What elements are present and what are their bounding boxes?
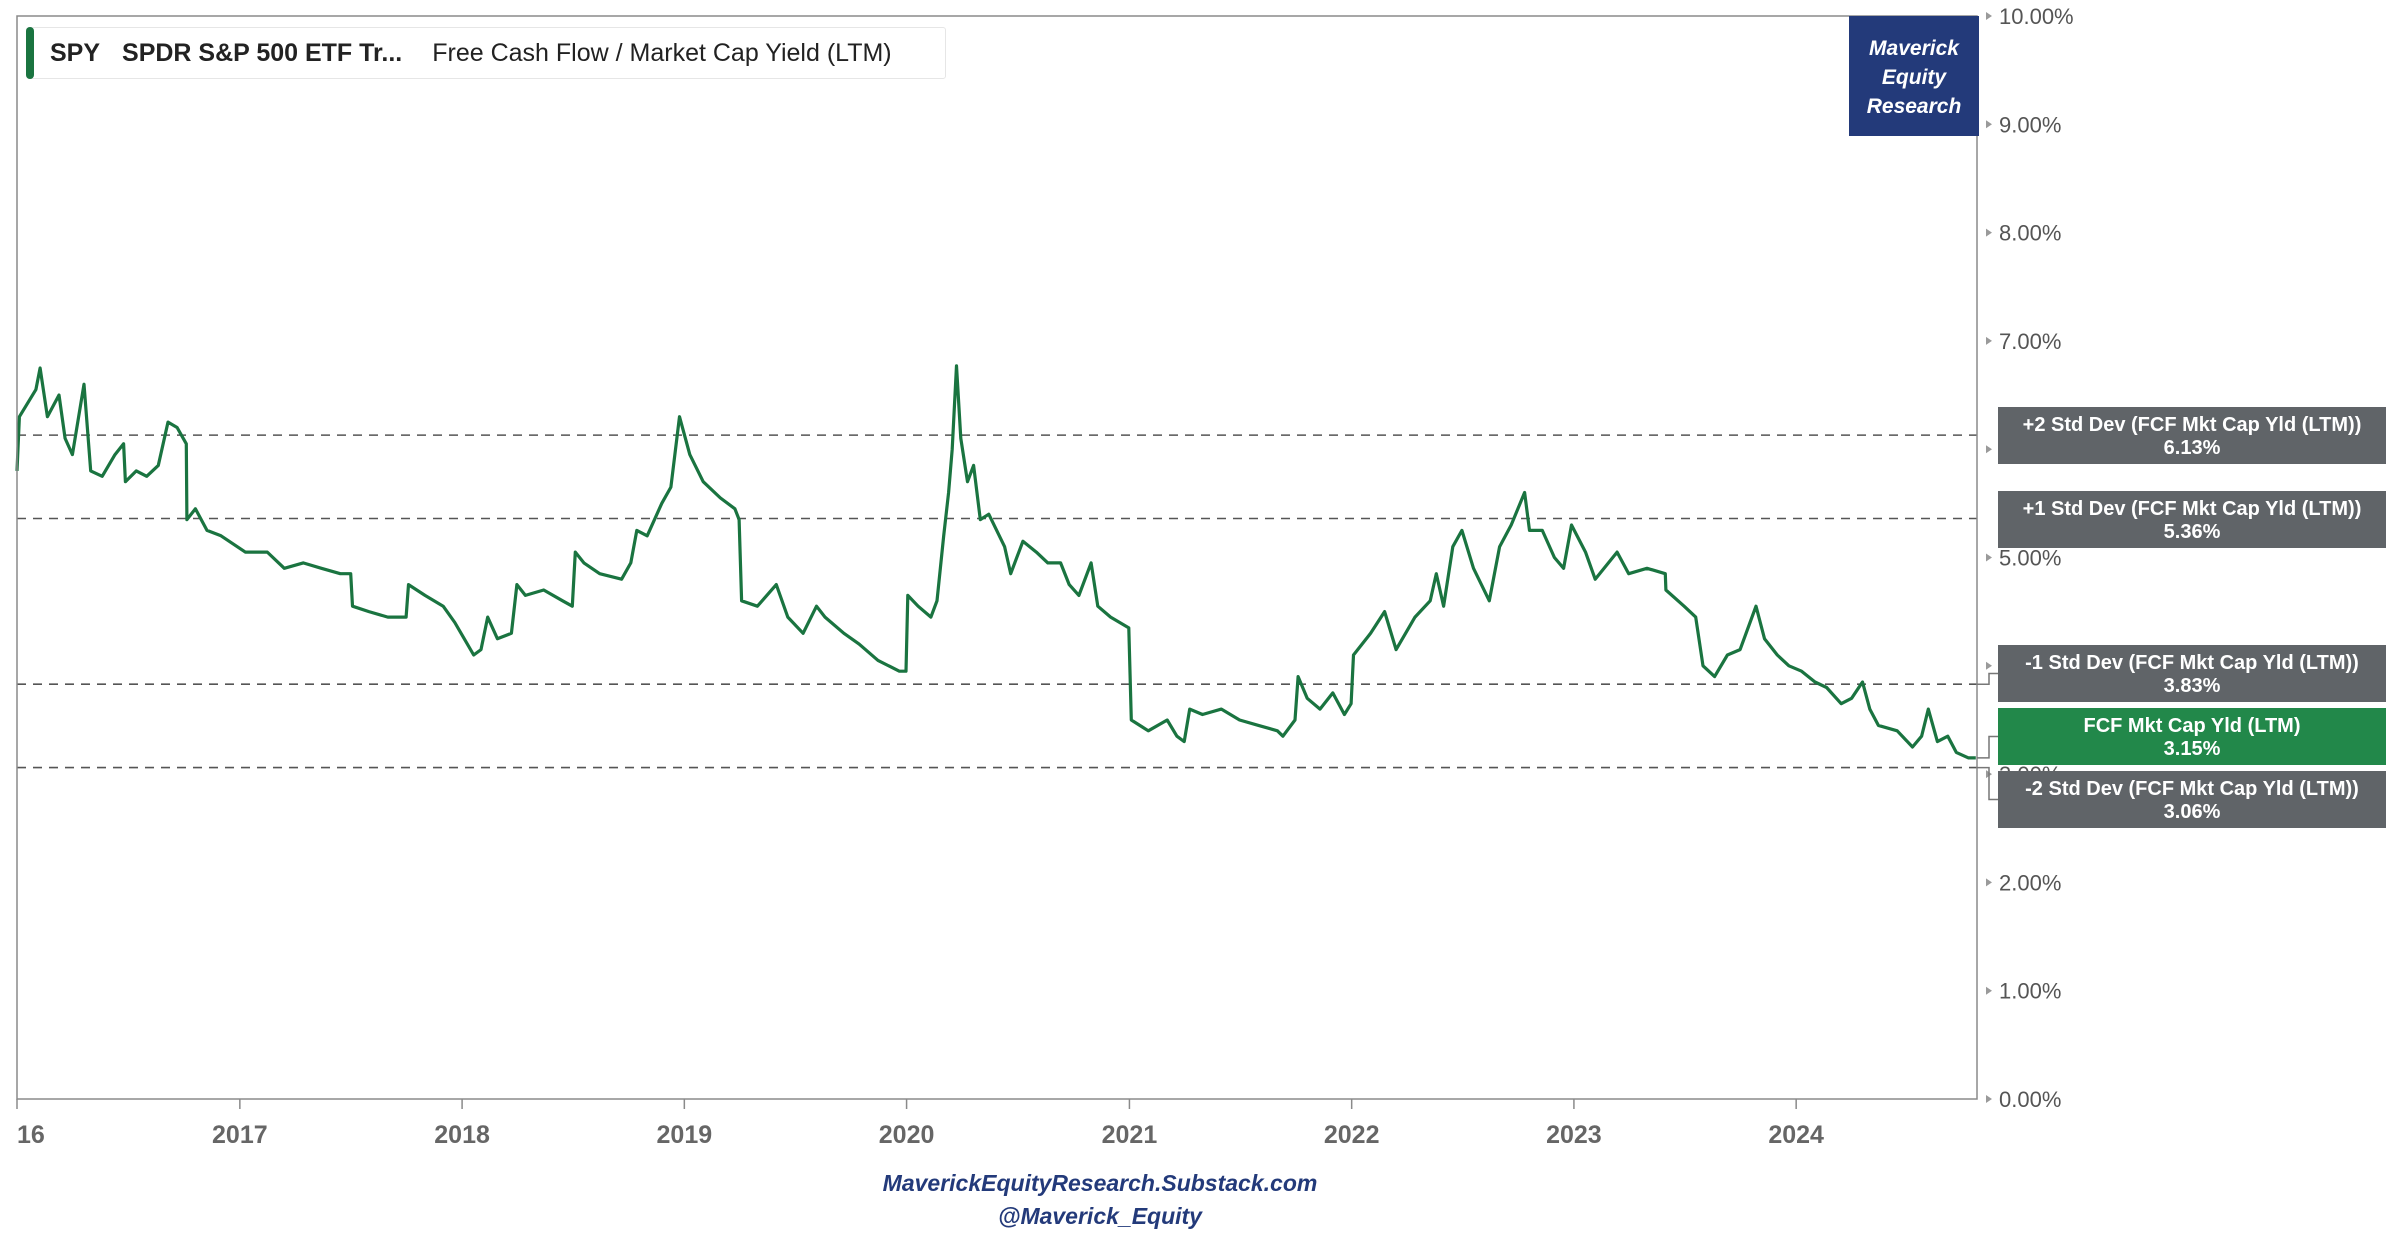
label-connector	[1977, 672, 1998, 685]
y-tick-label: 9.00%	[1999, 112, 2061, 137]
x-tick-label: 2024	[1768, 1121, 1824, 1149]
y-tick-mark	[1986, 878, 1992, 887]
label-connector	[1977, 735, 1998, 759]
x-tick-label: 2021	[1102, 1121, 1158, 1149]
label-minus2-std-title: -2 Std Dev (FCF Mkt Cap Yld (LTM))	[2025, 778, 2359, 800]
label-minus2-std-box	[1998, 771, 2386, 828]
x-tick-label: 2020	[879, 1121, 935, 1149]
y-tick-label: 1.00%	[1999, 979, 2061, 1004]
y-tick-label: 10.00%	[1999, 4, 2074, 29]
y-tick-label: 7.00%	[1999, 329, 2061, 354]
label-plus2-std-title: +2 Std Dev (FCF Mkt Cap Yld (LTM))	[2023, 414, 2362, 436]
legend[interactable]: SPY SPDR S&P 500 ETF Tr... Free Cash Flo…	[26, 27, 946, 79]
axes: 0.00%1.00%2.00%3.00%4.00%5.00%6.00%7.00%…	[16, 4, 2074, 1149]
value-labels: +2 Std Dev (FCF Mkt Cap Yld (LTM))6.13% +…	[1977, 407, 2386, 828]
label-plus2-std-box	[1998, 407, 2386, 464]
y-tick-mark	[1986, 120, 1992, 129]
y-tick-mark	[1986, 553, 1992, 562]
brand-badge: Maverick Equity Research	[1849, 16, 1979, 136]
label-minus1-std-box	[1998, 645, 2386, 702]
legend-swatch	[26, 27, 34, 79]
plot-frame	[16, 15, 1978, 1100]
label-plus2-std-value: 6.13%	[2164, 437, 2221, 459]
y-tick-mark	[1986, 661, 1992, 670]
x-tick-label: 2022	[1324, 1121, 1380, 1149]
x-tick-label: 2017	[212, 1121, 268, 1149]
y-tick-mark	[1986, 986, 1992, 995]
legend-ticker: SPY	[50, 38, 101, 67]
y-tick-mark	[1986, 12, 1992, 20]
label-plus1-std-value: 5.36%	[2164, 521, 2221, 543]
x-tick-label: 2019	[657, 1121, 713, 1149]
x-tick-label: 2023	[1546, 1121, 1602, 1149]
legend-metric: Free Cash Flow / Market Cap Yield (LTM)	[432, 38, 892, 67]
badge-line-3: Research	[1866, 95, 1962, 118]
legend-name: SPDR S&P 500 ETF Tr...	[122, 38, 403, 67]
label-minus1-std-title: -1 Std Dev (FCF Mkt Cap Yld (LTM))	[2025, 652, 2359, 674]
label-connector	[1977, 766, 1998, 801]
y-tick-label: 0.00%	[1999, 1087, 2061, 1112]
x-tick-label: 16	[17, 1121, 45, 1149]
label-minus1-std-value: 3.83%	[2164, 675, 2221, 697]
y-tick-label: 5.00%	[1999, 546, 2061, 571]
y-tick-mark	[1986, 228, 1992, 237]
series-group	[15, 364, 1976, 760]
y-tick-mark	[1986, 1095, 1992, 1103]
series-line	[15, 364, 1976, 760]
badge-line-1: Maverick	[1869, 37, 1959, 60]
footer-site: MaverickEquityResearch.Substack.com	[882, 1170, 1318, 1196]
label-plus1-std-title: +1 Std Dev (FCF Mkt Cap Yld (LTM))	[2023, 498, 2362, 520]
label-current-box	[1998, 708, 2386, 765]
y-tick-label: 2.00%	[1999, 870, 2061, 895]
footer-handle: @Maverick_Equity	[998, 1203, 1202, 1229]
x-tick-label: 2018	[434, 1121, 490, 1149]
reference-lines	[17, 434, 1977, 769]
y-tick-mark	[1986, 336, 1992, 345]
label-minus2-std-value: 3.06%	[2164, 801, 2221, 823]
y-tick-mark	[1986, 445, 1992, 454]
label-current-title: FCF Mkt Cap Yld (LTM)	[2083, 715, 2300, 737]
label-plus1-std-box	[1998, 491, 2386, 548]
label-current-value: 3.15%	[2164, 738, 2221, 760]
badge-line-2: Equity	[1881, 66, 1947, 89]
y-tick-label: 8.00%	[1999, 221, 2061, 246]
